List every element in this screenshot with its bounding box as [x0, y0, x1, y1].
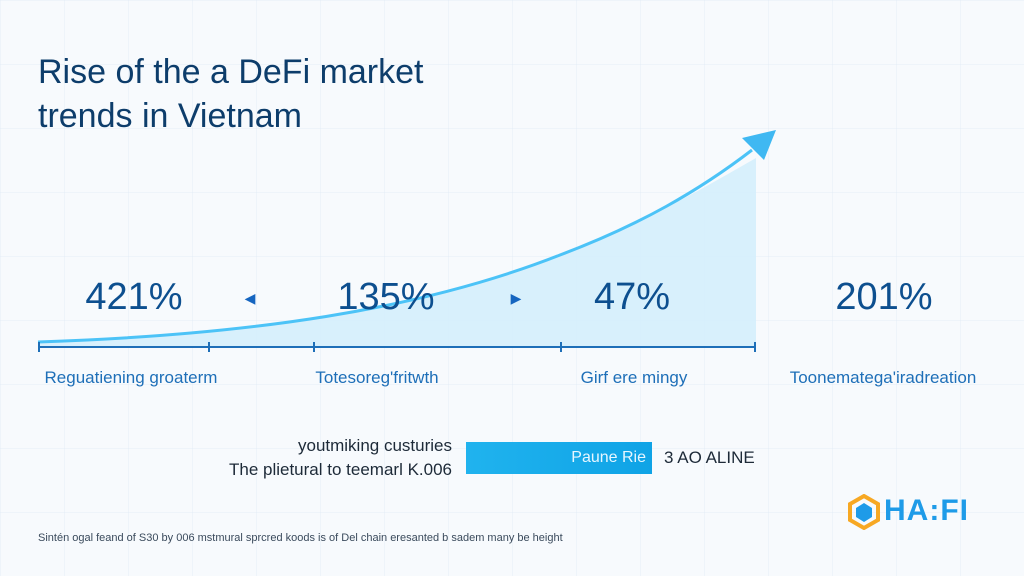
note-line-1: youtmiking custuries — [297, 436, 452, 455]
axis-tick — [313, 342, 315, 352]
growth-arrowhead-icon — [742, 130, 776, 160]
axis-tick — [560, 342, 562, 352]
stat-label: Totesoreg'fritwth — [315, 368, 439, 387]
growth-area — [38, 158, 756, 346]
stat-value: 201% — [835, 276, 933, 318]
progress-bar: Paune Rie — [466, 442, 652, 474]
stat-value: 421% — [85, 276, 183, 318]
brand-logo: HA:FI — [846, 488, 986, 534]
axis-tick — [754, 342, 756, 352]
stat-label: Toonematega'iradreation — [789, 368, 977, 387]
axis-tick — [38, 342, 40, 352]
axis-tick — [208, 342, 210, 352]
stat-label: Girf ere mingy — [580, 368, 688, 387]
page-title: Rise of the a DeFi market trends in Viet… — [38, 53, 424, 135]
note-line-2: The plietural to teemarl K.006 — [228, 460, 452, 479]
growth-line — [37, 148, 753, 344]
axis-baseline — [38, 346, 756, 348]
arrow-right-icon: ▶ — [510, 290, 522, 306]
logo-text: HA:FI — [884, 494, 969, 527]
stat-value: 135% — [337, 276, 435, 318]
arrow-left-icon: ◀ — [244, 290, 256, 306]
footer-caption: Sintén ogal feand of S30 by 006 mstmural… — [38, 532, 563, 544]
progress-bar-label: Paune Rie — [571, 449, 646, 466]
hexagon-logo-icon — [848, 494, 880, 530]
stat-value: 47% — [593, 276, 671, 318]
stat-label: Reguatiening groaterm — [44, 368, 218, 387]
status-text: 3 AO ALINE — [664, 448, 755, 467]
